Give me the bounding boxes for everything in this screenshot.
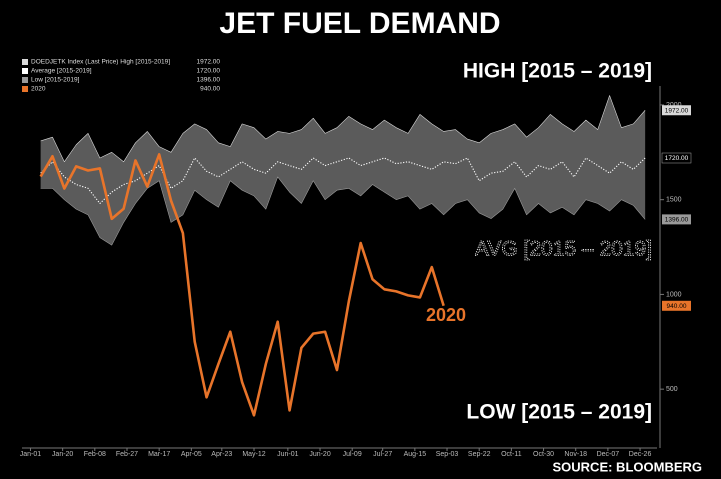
source: SOURCE: BLOOMBERG	[553, 459, 703, 474]
range-band	[40, 95, 646, 246]
x-tick-label: Apr-23	[211, 451, 232, 458]
x-tick-label: Nov-18	[564, 451, 587, 458]
x-tick-label: Jan-01	[20, 451, 42, 458]
x-tick-label: Sep-22	[468, 451, 491, 458]
series-line	[40, 176, 646, 246]
x-tick-label: Feb-08	[84, 451, 106, 458]
x-tick-label: Apr-05	[181, 451, 202, 458]
x-tick-label: Mar-17	[148, 451, 170, 458]
legend-label: 2020	[31, 86, 46, 93]
legend-label: Low [2015-2019]	[31, 77, 80, 84]
legend-swatch	[22, 68, 28, 74]
legend-label: Average [2015-2019]	[31, 68, 92, 75]
legend-swatch	[22, 59, 28, 65]
last-value-label: 940.00	[667, 303, 687, 310]
x-tick-label: Jun-20	[309, 451, 331, 458]
y-tick-label: 1500	[666, 197, 682, 204]
y-tick-label: 500	[666, 386, 678, 393]
last-value-label: 1972.00	[665, 107, 689, 114]
x-tick-label: Jun-01	[277, 451, 299, 458]
chart-title: JET FUEL DEMAND	[219, 7, 500, 40]
legend-swatch	[22, 77, 28, 83]
legend-value: 1396.00	[197, 77, 221, 84]
annotation: HIGH [2015 – 2019]	[463, 60, 652, 83]
legend-value: 1720.00	[197, 68, 221, 75]
last-value-tag	[662, 300, 691, 311]
x-tick-label: Oct-30	[533, 451, 554, 458]
x-tick-label: Feb-27	[116, 451, 138, 458]
last-value-tag	[662, 214, 691, 225]
legend-label: DOEDJETK Index (Last Price) High [2015-2…	[31, 59, 170, 66]
x-tick-label: Dec-26	[629, 451, 652, 458]
x-tick-label: May-12	[242, 451, 265, 458]
y-tick-label: 1000	[666, 291, 682, 298]
x-tick-label: Sep-03	[436, 451, 459, 458]
x-tick-label: Oct-11	[501, 451, 522, 458]
x-tick-label: Jul-09	[343, 451, 362, 458]
x-tick-label: Dec-07	[597, 451, 620, 458]
last-value-tag	[661, 152, 692, 164]
legend-value: 1972.00	[197, 59, 221, 66]
x-tick-label: Jul-27	[373, 451, 392, 458]
x-tick-label: Aug-15	[404, 451, 427, 458]
legend-swatch	[22, 86, 28, 92]
legend-value: 940.00	[200, 86, 220, 93]
annotation: LOW [2015 – 2019]	[466, 401, 652, 424]
series-line	[40, 95, 646, 163]
last-value-tag	[662, 105, 691, 116]
x-tick-label: Jan-20	[52, 451, 74, 458]
series-line	[39, 153, 445, 417]
annotation: 2020	[426, 305, 466, 325]
annotation: AVG [2015 – 2019]	[475, 238, 652, 261]
last-value-label: 1396.00	[665, 217, 689, 224]
last-value-label: 1720.00	[665, 155, 689, 162]
